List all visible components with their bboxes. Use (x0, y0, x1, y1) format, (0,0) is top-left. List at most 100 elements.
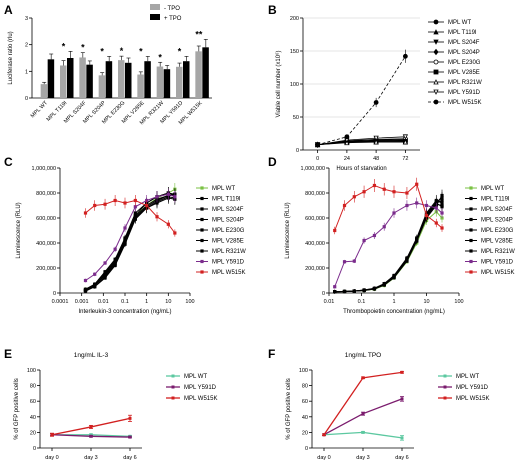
legend-marker (469, 217, 473, 222)
y-tick-label: 20 (302, 430, 308, 436)
bar (86, 64, 93, 98)
y-tick-label: 0 (25, 96, 28, 102)
data-point (173, 195, 177, 199)
significance-star: * (178, 46, 182, 56)
data-point (382, 225, 386, 229)
bar (125, 62, 132, 98)
data-point (123, 226, 127, 230)
legend-label: MPL T119I (481, 197, 510, 203)
legend-label: + TPO (164, 16, 182, 22)
legend-label: MPL S204F (448, 40, 480, 46)
bar (118, 60, 125, 98)
data-point (93, 203, 97, 208)
y-tick-label: 100 (27, 368, 36, 374)
data-point (424, 213, 429, 218)
series-line (85, 193, 175, 291)
y-tick-label: 60 (302, 399, 308, 405)
data-point (103, 276, 107, 280)
data-point (322, 433, 326, 437)
bar (176, 66, 183, 98)
data-point (155, 201, 159, 205)
x-tick-label: day 3 (84, 455, 97, 461)
panel-letter: B (268, 3, 277, 17)
legend-label: MPL S204F (481, 207, 513, 213)
legend-label: MPL T119I (448, 30, 477, 36)
data-point (103, 202, 107, 206)
y-tick-label: 40 (302, 415, 308, 421)
data-point (382, 187, 386, 191)
y-tick-label: 1 (25, 69, 28, 75)
y-tick-label: 0 (33, 446, 36, 452)
bar (163, 69, 171, 98)
series-line (317, 56, 406, 146)
panel-b: B 0 50 100 150 200 Viable cell number (x10⁶) 0 2… (268, 3, 482, 172)
legend-marker (433, 48, 439, 56)
y-tick-label: 1,000,000 (301, 166, 325, 172)
data-point (405, 259, 409, 263)
legend-marker (171, 396, 175, 400)
legend-label: MPL WT (184, 374, 207, 380)
series-line (85, 197, 175, 292)
legend-marker (433, 39, 439, 45)
series-line (334, 183, 443, 231)
significance-star: * (139, 46, 143, 56)
legend-label: MPL W515K (456, 396, 489, 402)
y-tick-label: 200,000 (36, 266, 56, 272)
legend-marker (200, 238, 204, 243)
data-point (83, 278, 88, 283)
legend-marker (433, 69, 439, 75)
significance-star: * (62, 41, 66, 51)
data-point (362, 190, 366, 194)
legend-marker (200, 228, 204, 232)
data-point (382, 283, 386, 287)
legend-marker (200, 259, 204, 264)
bar (105, 61, 113, 98)
legend-label: MPL W515K (212, 270, 245, 276)
legend-marker (469, 228, 473, 232)
data-point (392, 276, 396, 280)
panel-letter: A (4, 3, 13, 17)
data-point (415, 201, 419, 205)
series-line (85, 192, 176, 291)
data-point (405, 203, 409, 208)
data-point (362, 238, 366, 243)
legend-marker (469, 249, 473, 253)
y-tick-label: 600,000 (305, 216, 325, 222)
data-point (113, 263, 117, 268)
y-axis-label: Luminescence (RLU) (285, 202, 291, 258)
significance-star: * (100, 46, 104, 56)
x-axis-label: Interleukin-3 concentration (ng/mL) (78, 309, 171, 315)
data-point (333, 290, 337, 294)
legend-marker (433, 59, 439, 65)
data-point (352, 289, 356, 293)
legend-label: MPL E230G (212, 228, 245, 234)
data-point (333, 228, 337, 233)
data-point (361, 430, 365, 434)
panel-d: D 0 200,000 400,000 600,000 800,000 1,000,000 L… (268, 155, 515, 315)
legend-marker (200, 249, 204, 253)
legend-label: MPL E230G (448, 60, 481, 66)
data-point (342, 260, 347, 264)
x-tick-label: day 0 (45, 455, 58, 461)
x-tick-label: 100 (454, 299, 463, 305)
data-point (103, 270, 107, 274)
series-line (334, 202, 443, 287)
x-tick-label: 24 (344, 156, 350, 162)
data-point (93, 272, 97, 276)
legend-marker (469, 207, 473, 211)
y-tick-label: 20 (30, 430, 36, 436)
data-point (89, 433, 93, 437)
legend-label: MPL Y591D (184, 385, 217, 391)
x-tick-label: 0.1 (121, 299, 129, 305)
y-tick-label: 80 (30, 384, 36, 390)
bar (40, 84, 48, 98)
x-tick-label: 0.01 (98, 299, 109, 305)
bar (202, 47, 209, 98)
data-point (133, 217, 137, 221)
data-point (113, 257, 117, 261)
data-point (113, 247, 117, 251)
x-tick-label: day 6 (395, 455, 408, 461)
x-tick-label: 0.01 (324, 299, 335, 305)
legend-marker (433, 99, 439, 105)
significance-star: * (158, 52, 162, 62)
